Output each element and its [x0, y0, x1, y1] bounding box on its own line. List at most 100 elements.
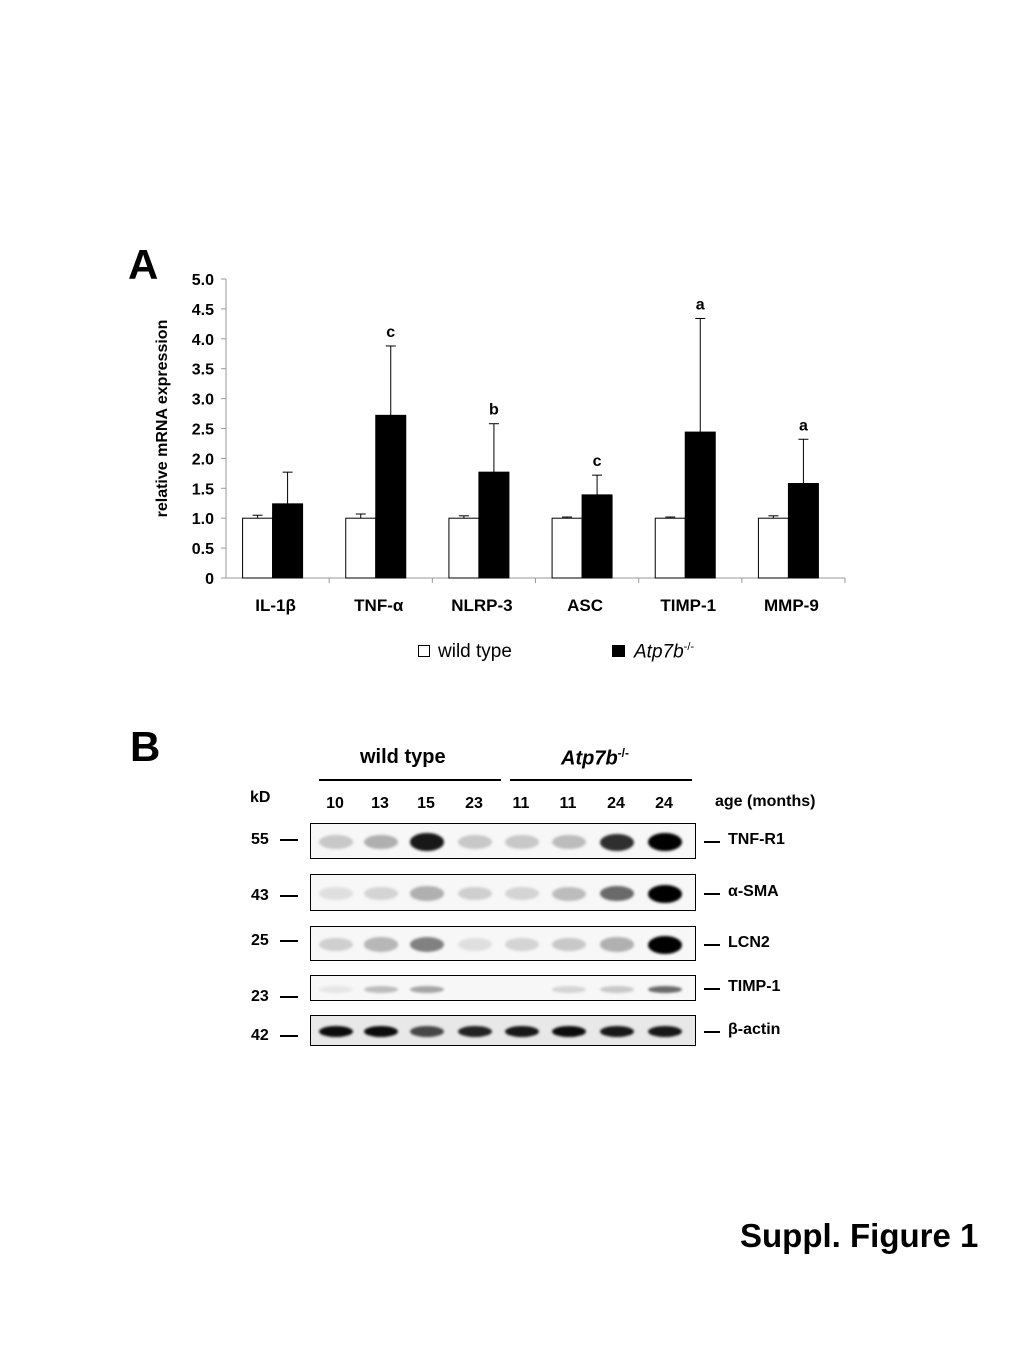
blot-band: [552, 886, 586, 901]
significance-label: a: [799, 417, 808, 434]
blot-band: [364, 937, 398, 952]
blot-band: [458, 886, 492, 901]
y-tick-label: 1.0: [192, 511, 214, 528]
blot-band: [319, 886, 353, 901]
y-tick-label: 4.5: [192, 302, 214, 319]
marker-tick: [280, 940, 298, 942]
blot-band: [648, 985, 682, 993]
blot-band: [600, 1026, 634, 1037]
blot-band: [364, 1026, 398, 1037]
legend-label-knockout: Atp7b-/-: [634, 641, 695, 663]
protein-tick: [704, 892, 720, 895]
bar-knockout: [478, 471, 510, 579]
blot-band: [410, 1026, 444, 1037]
blot-band: [552, 985, 586, 993]
age-value: 24: [655, 795, 673, 812]
y-tick-label: 4.0: [192, 332, 214, 349]
blot-band: [505, 886, 539, 901]
blot-band: [364, 985, 398, 993]
marker-size-label: 55: [251, 831, 269, 848]
bar-knockout: [581, 494, 613, 579]
blot-band: [319, 937, 353, 952]
blot-strip: [310, 926, 696, 961]
y-tick-label: 5.0: [192, 272, 214, 289]
bar-knockout: [375, 414, 407, 579]
marker-tick: [280, 839, 298, 841]
marker-size-label: 42: [251, 1027, 269, 1044]
category-label: MMP-9: [764, 596, 819, 615]
age-value: 11: [559, 795, 577, 812]
significance-label: a: [696, 296, 705, 313]
blot-band: [600, 937, 634, 952]
y-tick-label: 0.5: [192, 541, 214, 558]
blot-band: [648, 935, 682, 954]
bar-chart: 0 0.5 1.0 1.5 2.0 2.5 3.0 3.5 4.0 4.5 5.0 relative …: [154, 272, 846, 615]
group-label-knockout: Atp7b-/-: [561, 746, 629, 770]
blot-band: [552, 937, 586, 952]
blot-band: [600, 833, 634, 851]
group-label-wild-type: wild type: [360, 746, 446, 768]
protein-tick: [704, 841, 720, 843]
bar-wild-type: [757, 517, 789, 579]
significance-label: b: [489, 402, 499, 419]
age-value: 23: [465, 795, 483, 812]
age-value: 10: [326, 795, 344, 812]
age-value: 11: [512, 795, 530, 812]
bar-knockout: [787, 483, 819, 579]
age-value: 13: [371, 795, 389, 812]
protein-tick: [704, 988, 720, 990]
protein-label: α-SMA: [728, 882, 779, 900]
age-value: 24: [607, 795, 625, 812]
category-label: IL-1β: [255, 596, 296, 615]
marker-tick: [280, 996, 298, 998]
group-line-wild-type: [319, 779, 501, 781]
blot-band: [319, 1026, 353, 1037]
figure-title: Suppl. Figure 1: [740, 1217, 979, 1254]
legend-swatch-knockout: [612, 645, 625, 657]
blot-band: [364, 834, 398, 850]
legend-label-wild-type: wild type: [438, 641, 512, 662]
protein-label: β-actin: [728, 1020, 781, 1038]
blot-band: [319, 835, 353, 849]
marker-size-label: 25: [251, 932, 269, 949]
blot-band: [648, 833, 682, 851]
blot-band: [458, 835, 492, 849]
protein-tick: [704, 943, 720, 946]
bar-wild-type: [345, 517, 377, 579]
blot-band: [552, 835, 586, 849]
category-label: TIMP-1: [660, 596, 716, 615]
group-line-knockout: [510, 779, 692, 781]
blot-band: [648, 884, 682, 903]
significance-label: c: [593, 453, 602, 470]
bar-wild-type: [654, 517, 686, 579]
y-axis-label: relative mRNA expression: [154, 320, 171, 518]
blot-band: [505, 937, 539, 952]
y-tick-label: 1.5: [192, 481, 214, 498]
significance-label: c: [386, 324, 395, 341]
blot-band: [648, 1026, 682, 1037]
category-label: TNF-α: [354, 596, 404, 615]
marker-tick: [280, 1035, 298, 1037]
y-tick-label: 2.0: [192, 451, 214, 468]
blot-strip: [310, 823, 696, 859]
legend-swatch-wild-type: [418, 645, 430, 657]
age-value: 15: [417, 795, 435, 812]
y-tick-label: 3.5: [192, 362, 214, 379]
blot-band: [505, 1026, 539, 1037]
category-label: ASC: [567, 596, 603, 615]
y-tick-label: 3.0: [192, 392, 214, 409]
blot-band: [410, 833, 444, 851]
bar-wild-type: [448, 517, 480, 579]
bar-knockout: [684, 431, 716, 579]
blot-strip: [310, 874, 696, 911]
kd-label: kD: [250, 789, 271, 806]
bar-knockout: [272, 503, 304, 579]
blot-band: [364, 886, 398, 901]
marker-size-label: 23: [251, 988, 269, 1005]
protein-label: TNF-R1: [728, 831, 785, 848]
blot-band: [458, 1026, 492, 1037]
blot-strip: [310, 975, 696, 1001]
blot-band: [410, 886, 444, 901]
marker-tick: [280, 895, 298, 897]
protein-tick: [704, 1030, 720, 1033]
